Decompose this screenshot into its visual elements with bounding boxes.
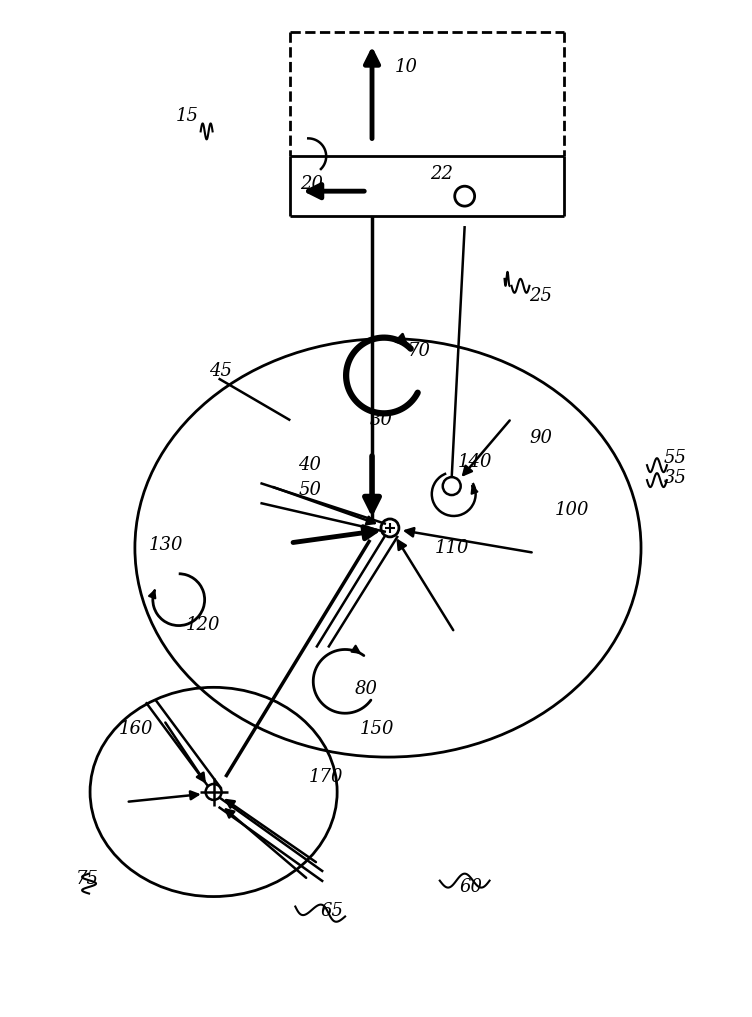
Text: 20: 20	[300, 175, 323, 193]
Text: 130: 130	[149, 536, 183, 554]
Text: 80: 80	[355, 680, 378, 699]
Text: 120: 120	[186, 615, 220, 634]
Text: 75: 75	[76, 870, 99, 888]
Text: 35: 35	[664, 469, 687, 487]
Text: 90: 90	[529, 429, 553, 447]
Text: 30: 30	[370, 411, 393, 429]
Text: 170: 170	[308, 768, 343, 786]
Text: 25: 25	[529, 287, 553, 305]
Text: 10: 10	[395, 58, 418, 75]
Text: 65: 65	[320, 901, 343, 919]
Text: 100: 100	[554, 501, 589, 519]
Text: 50: 50	[299, 481, 321, 499]
Text: 55: 55	[664, 450, 687, 467]
Text: 70: 70	[408, 342, 431, 360]
Text: 45: 45	[208, 361, 232, 379]
Text: 140: 140	[458, 454, 493, 471]
Text: 110: 110	[435, 539, 469, 557]
Text: 160: 160	[119, 720, 153, 738]
Text: 22: 22	[430, 165, 453, 183]
Text: 150: 150	[360, 720, 395, 738]
Text: 40: 40	[299, 457, 321, 474]
Text: 15: 15	[176, 108, 199, 125]
Text: 60: 60	[459, 878, 483, 896]
